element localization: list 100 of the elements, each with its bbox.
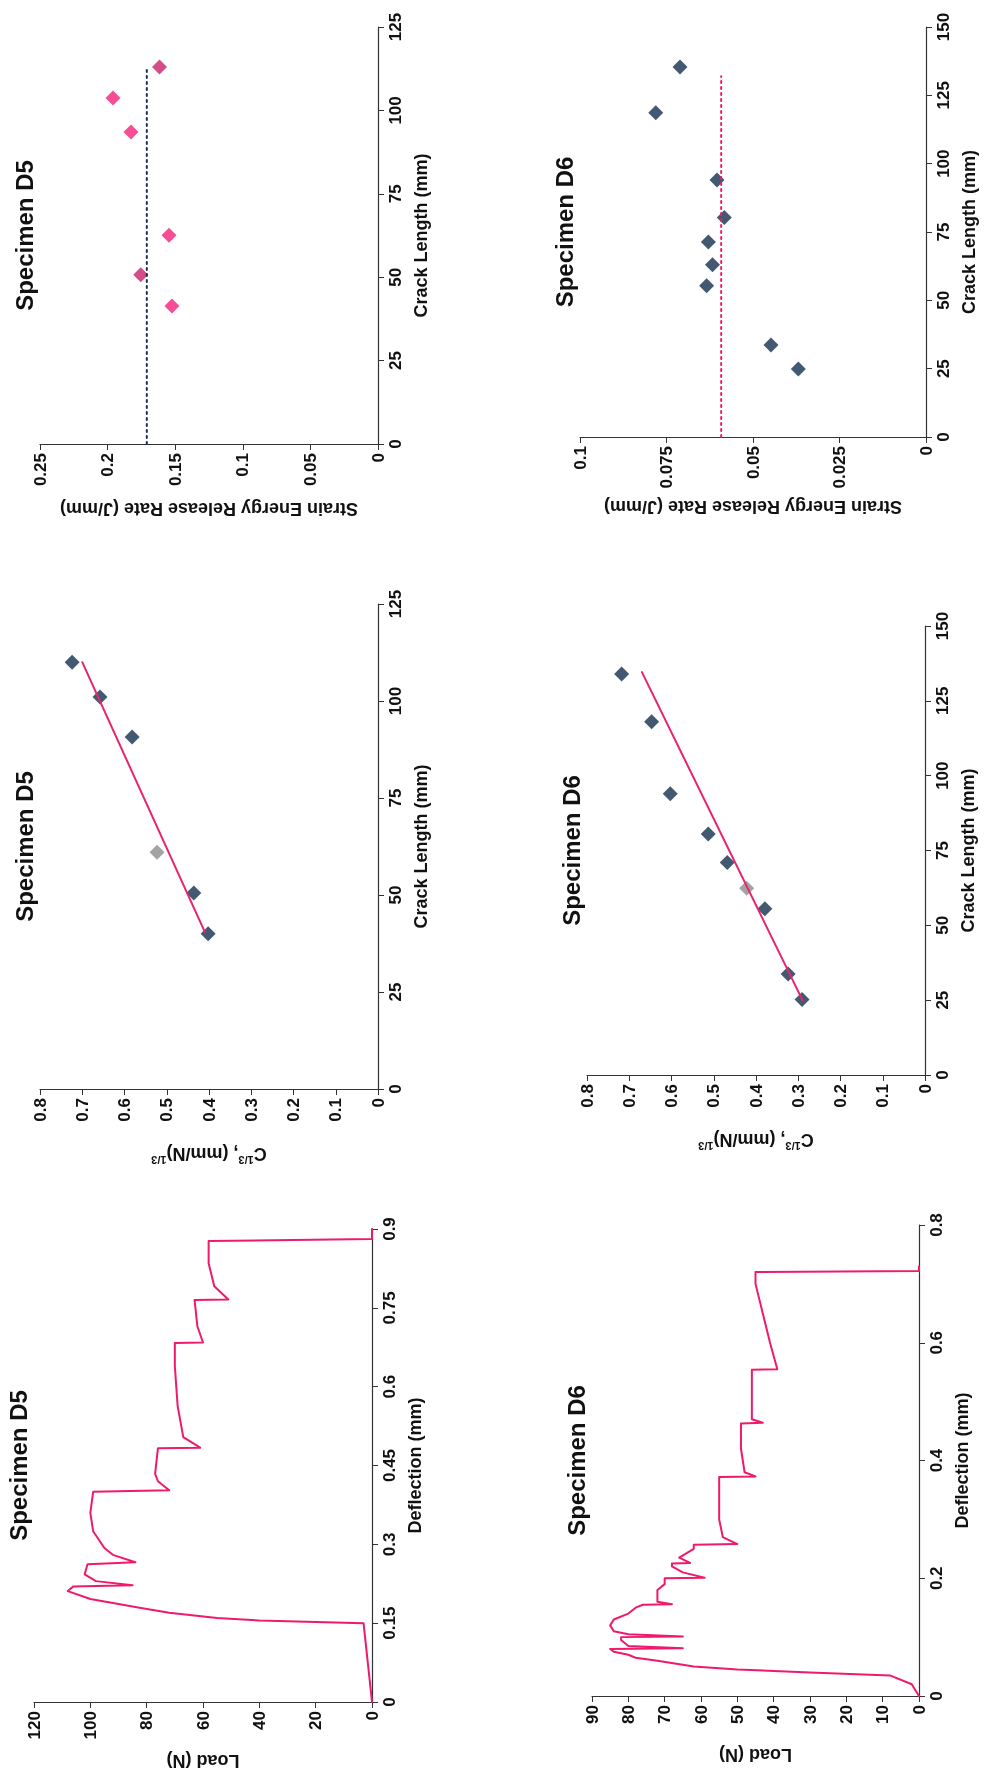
x-tick-label: 100 [80, 1711, 100, 1740]
text: Specimen D5 [10, 771, 38, 922]
y-tick-label: 0.3 [380, 1532, 399, 1557]
x-tick-label: 0.6 [662, 1084, 681, 1108]
y-tick-label: 25 [933, 990, 952, 1010]
x-tick-label: 40 [764, 1705, 784, 1724]
x-tick-label: 30 [800, 1705, 820, 1724]
x-tick-label: 0.8 [30, 1098, 50, 1122]
x-axis-title: Strain Energy Release Rate (J/mm) [603, 497, 903, 518]
x-tick-label: 120 [24, 1711, 44, 1740]
y-axis-title: Deflection (mm) [404, 1397, 425, 1534]
y-tick-label: 50 [933, 915, 952, 935]
x-tick-label: 0 [368, 453, 388, 463]
point [719, 854, 735, 870]
x-tick-label: 0.1 [233, 453, 253, 477]
x-axis-title: Strain Energy Release Rate (J/mm) [59, 499, 359, 519]
point [105, 90, 121, 106]
y-tick-label: 0.6 [927, 1330, 946, 1355]
y-tick-label: 0.15 [380, 1606, 399, 1640]
point [164, 298, 180, 314]
y-tick-label: 0.4 [927, 1448, 946, 1473]
x-axis-title: Load (N) [719, 1745, 792, 1765]
x-tick-label: 0.3 [788, 1084, 808, 1108]
x-tick-label: 0.4 [746, 1083, 766, 1108]
y-tick-label: 150 [934, 12, 953, 42]
point [757, 901, 773, 917]
point [763, 337, 779, 353]
y-tick-label: 0 [927, 1691, 946, 1701]
y-tick-label: 75 [386, 788, 405, 808]
point [200, 926, 216, 942]
point [648, 105, 664, 121]
y-tick-label: 100 [386, 96, 405, 125]
text: Specimen D6 [550, 156, 578, 308]
point [161, 227, 177, 243]
x-tick-label: 80 [618, 1705, 638, 1724]
y-tick-label: 75 [386, 184, 405, 204]
point [699, 278, 715, 294]
x-tick-label: 0.2 [98, 453, 118, 477]
x-tick-label: 0 [915, 1084, 935, 1094]
x-tick-label: 0.05 [300, 453, 320, 487]
x-tick-label: 0.4 [199, 1097, 219, 1122]
y-tick-label: 100 [933, 761, 952, 790]
y-tick-label: 0 [934, 432, 953, 442]
point [149, 844, 165, 860]
x-tick-label: 0.25 [30, 453, 50, 487]
x-tick-label: 0 [362, 1711, 382, 1721]
point [790, 361, 806, 377]
y-tick-label: 0.9 [380, 1217, 399, 1241]
x-axis-title: C1/3, (mm/N)1/3 [698, 1130, 814, 1152]
point [644, 714, 660, 730]
line-series [609, 1265, 920, 1697]
point [705, 257, 721, 273]
x-tick-label: 0.8 [577, 1084, 597, 1108]
y-axis-title: Deflection (mm) [951, 1392, 972, 1529]
x-axis-title: C1/3, (mm/N)1/3 [151, 1144, 267, 1166]
x-tick-label: 0.5 [704, 1084, 724, 1108]
x-tick-label: 0.2 [284, 1098, 303, 1122]
y-axis-title: Crack Length (mm) [410, 764, 431, 929]
y-tick-label: 100 [934, 149, 953, 178]
y-tick-label: 125 [934, 81, 953, 110]
x-tick-label: 80 [137, 1711, 157, 1730]
x-tick-label: 90 [582, 1705, 602, 1724]
y-tick-label: 75 [933, 841, 952, 860]
text: Specimen D6 [557, 775, 585, 926]
y-tick-label: 125 [386, 589, 405, 619]
x-tick-label: 20 [836, 1705, 856, 1724]
x-tick-label: 0.15 [165, 453, 185, 487]
x-tick-label: 0.3 [241, 1098, 261, 1122]
point [186, 885, 202, 901]
x-tick-label: 0.7 [72, 1098, 92, 1122]
x-tick-label: 0.1 [570, 446, 590, 470]
y-tick-label: 0.2 [927, 1566, 946, 1591]
x-tick-label: 60 [691, 1705, 711, 1724]
point [123, 124, 139, 140]
y-tick-label: 150 [933, 611, 952, 641]
x-tick-label: 0 [368, 1098, 388, 1108]
y-tick-label: 50 [386, 267, 405, 287]
y-tick-label: 50 [386, 885, 405, 905]
point [614, 666, 630, 682]
y-tick-label: 0.6 [380, 1374, 399, 1399]
x-tick-label: 40 [249, 1711, 269, 1730]
y-axis-title: Crack Length (mm) [410, 153, 431, 318]
point [64, 654, 80, 670]
y-axis-title: Crack Length (mm) [957, 768, 978, 933]
text: Specimen D5 [4, 1390, 32, 1541]
x-tick-label: 0 [916, 446, 936, 456]
x-tick-label: 50 [727, 1705, 747, 1724]
x-tick-label: 20 [306, 1711, 326, 1730]
y-tick-label: 25 [386, 982, 405, 1002]
point [672, 59, 688, 75]
point [700, 826, 716, 842]
y-tick-label: 25 [386, 351, 405, 371]
y-tick-label: 0 [380, 1697, 399, 1707]
x-tick-label: 0.7 [619, 1084, 639, 1108]
x-axis-title: Load (N) [166, 1751, 240, 1771]
y-tick-label: 75 [934, 222, 953, 242]
point [700, 234, 716, 250]
y-tick-label: 50 [934, 290, 953, 310]
x-tick-label: 0.1 [326, 1098, 346, 1122]
x-tick-label: 0.05 [743, 446, 763, 480]
